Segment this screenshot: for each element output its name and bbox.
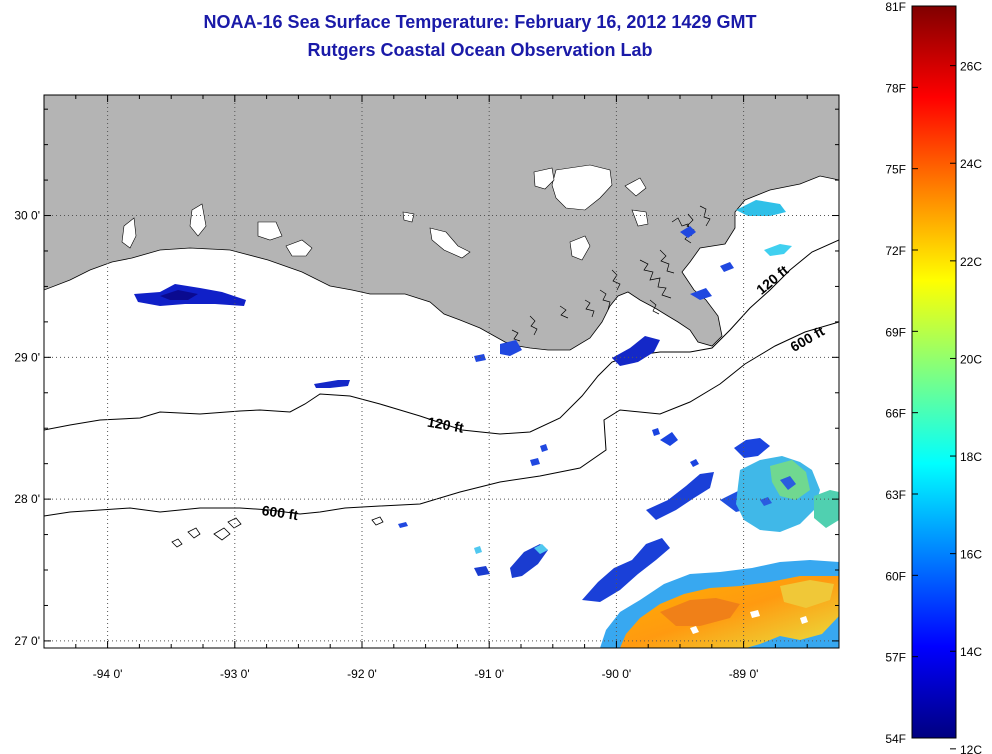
colorbar-label-f: 54F bbox=[885, 732, 906, 746]
y-tick-label: 28 0' bbox=[14, 492, 40, 506]
lake bbox=[285, 239, 313, 257]
colorbar-label-c: 20C bbox=[960, 352, 982, 366]
sst-cold-patch bbox=[612, 336, 660, 366]
colorbar-label-f: 69F bbox=[885, 325, 906, 339]
sst-cold-patch bbox=[680, 226, 734, 300]
colorbar-label-f: 60F bbox=[885, 569, 906, 583]
colorbar-labels: 81F 78F 75F 72F 69F 66F 63F 60F 57F 54F 26C 24C 22C 2… bbox=[885, 0, 982, 754]
sst-cold-patch bbox=[734, 438, 770, 458]
lake bbox=[533, 167, 555, 190]
colorbar-label-c: 26C bbox=[960, 60, 982, 74]
axis-ticks bbox=[43, 95, 840, 648]
colorbar-label-f: 72F bbox=[885, 244, 906, 258]
colorbar bbox=[911, 5, 957, 739]
lake bbox=[569, 235, 591, 261]
map-title: NOAA-16 Sea Surface Temperature: Februar… bbox=[203, 12, 757, 32]
colorbar-label-f: 57F bbox=[885, 651, 906, 665]
sst-cold-patch bbox=[160, 290, 198, 300]
y-tick-label: 30 0' bbox=[14, 209, 40, 223]
lake bbox=[631, 209, 649, 227]
sst-cold-patch bbox=[474, 340, 522, 362]
contour-label: 600 ft bbox=[261, 502, 300, 523]
sst-cold-patch bbox=[474, 566, 490, 576]
lake bbox=[429, 227, 471, 259]
colorbar-label-f: 81F bbox=[885, 0, 906, 14]
sst-mid-patch bbox=[760, 476, 796, 506]
map-subtitle: Rutgers Coastal Ocean Observation Lab bbox=[307, 40, 653, 60]
sst-cool-patch bbox=[764, 244, 792, 256]
colorbar-label-c: 22C bbox=[960, 255, 982, 269]
colorbar-label-f: 78F bbox=[885, 81, 906, 95]
x-tick-label: -90 0' bbox=[602, 667, 632, 681]
x-tick-label: -89 0' bbox=[729, 667, 759, 681]
x-tick-label: -94 0' bbox=[93, 667, 123, 681]
sst-cold-patch bbox=[652, 428, 699, 467]
colorbar-label-c: 24C bbox=[960, 157, 982, 171]
axis-labels: -94 0' -93 0' -92 0' -91 0' -90 0' -89 0' 30 0… bbox=[14, 209, 758, 681]
lake bbox=[624, 177, 647, 197]
contour-600ft bbox=[44, 321, 839, 517]
x-tick-label: -92 0' bbox=[347, 667, 377, 681]
land-mass bbox=[44, 95, 839, 351]
y-tick-label: 27 0' bbox=[14, 634, 40, 648]
lake bbox=[402, 211, 415, 223]
sst-warm-patch bbox=[780, 580, 834, 608]
contour-600ft-fragments bbox=[171, 516, 384, 548]
colorbar-label-c: 16C bbox=[960, 548, 982, 562]
sst-cold-patch bbox=[646, 472, 714, 520]
colorbar-label-f: 66F bbox=[885, 407, 906, 421]
x-tick-label: -91 0' bbox=[474, 667, 504, 681]
colorbar-label-c: 18C bbox=[960, 450, 982, 464]
colorbar-label-f: 75F bbox=[885, 163, 906, 177]
sst-warm-patch bbox=[660, 598, 740, 626]
colorbar-label-c: 12C bbox=[960, 743, 982, 754]
sst-cold-patch bbox=[582, 538, 670, 602]
sst-cool-patch bbox=[474, 544, 548, 554]
y-tick-label: 29 0' bbox=[14, 350, 40, 364]
lake bbox=[257, 221, 283, 241]
x-tick-label: -93 0' bbox=[220, 667, 250, 681]
lake bbox=[189, 203, 207, 237]
map-frame bbox=[43, 94, 840, 649]
lake bbox=[551, 164, 613, 211]
contour-120ft bbox=[44, 239, 839, 435]
colorbar-label-f: 63F bbox=[885, 488, 906, 502]
colorbar-label-c: 14C bbox=[960, 645, 982, 659]
sst-cold-patch bbox=[314, 380, 350, 388]
lake bbox=[121, 217, 137, 249]
contour-label: 120 ft bbox=[426, 414, 465, 436]
sst-cool-patch bbox=[736, 200, 786, 216]
lat-lon-grid bbox=[44, 95, 839, 648]
delta-marsh bbox=[511, 205, 711, 342]
